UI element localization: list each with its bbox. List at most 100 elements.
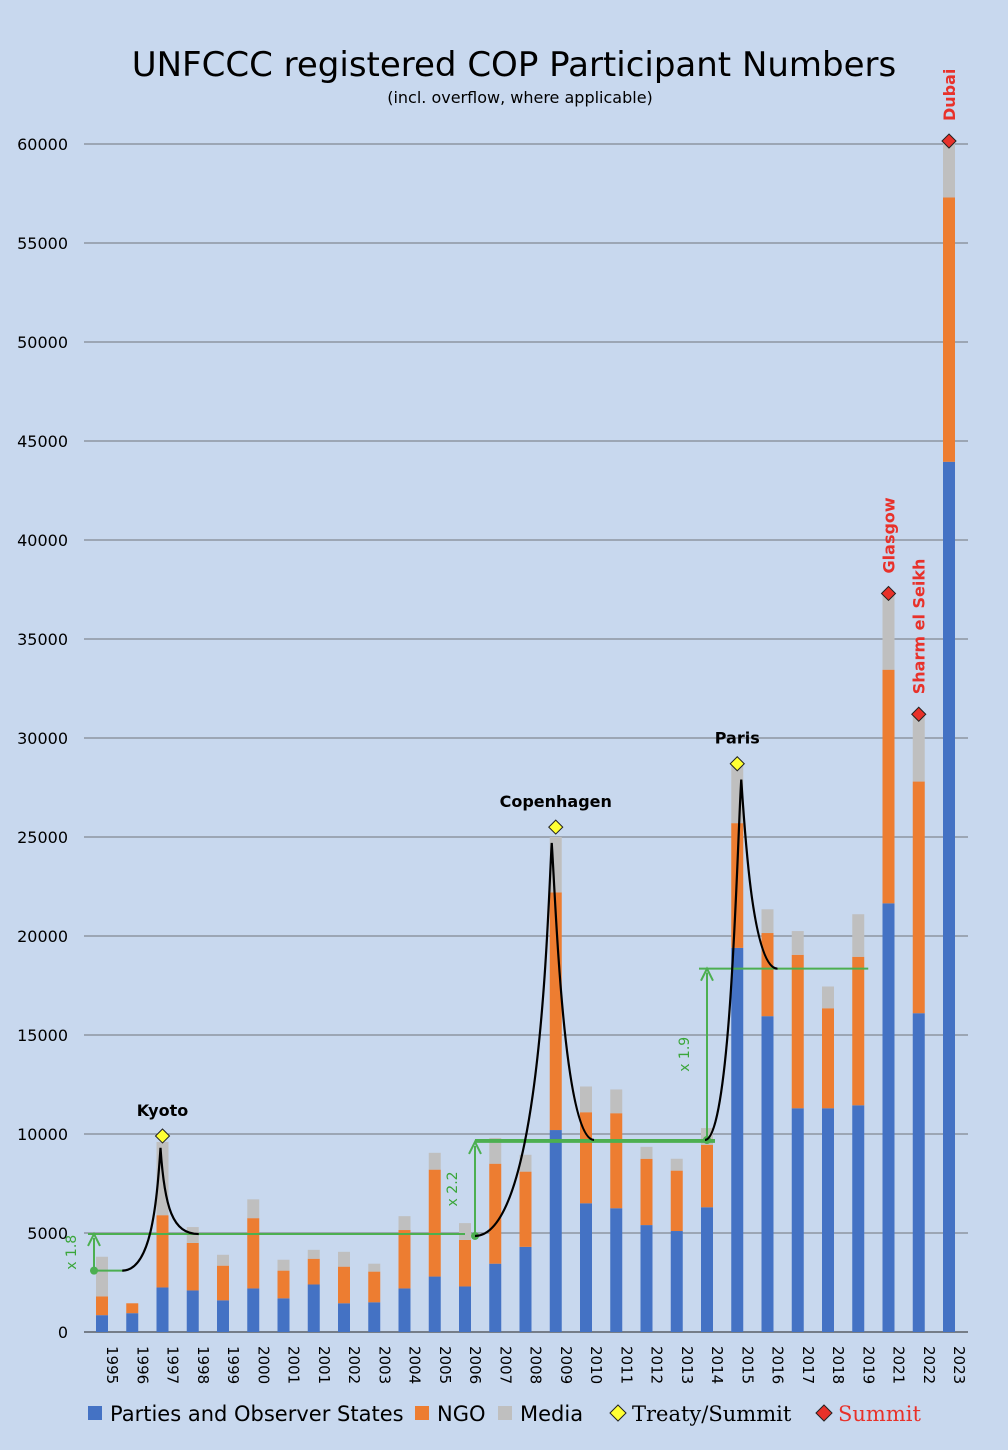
x-tick-label: 2018 [829, 1346, 847, 1384]
bar-segment-media [428, 1152, 441, 1170]
bar-segment-ngo [277, 1270, 290, 1299]
bar-segment-parties [186, 1290, 199, 1332]
growth-arrowhead [87, 1231, 101, 1247]
legend-label: Summit [838, 1402, 921, 1426]
bar-segment-parties [96, 1315, 108, 1332]
growth-multiplier-label: x 1.9 [677, 1037, 693, 1072]
y-tick-label: 30000 [17, 729, 68, 748]
bar-segment-parties [852, 1105, 865, 1332]
bar-segment-media [670, 1158, 683, 1171]
bar-segment-media [398, 1216, 411, 1231]
y-tick-label: 35000 [17, 630, 68, 649]
y-tick-label: 60000 [17, 135, 68, 154]
bar-segment-media [822, 986, 834, 1009]
bar-segment-ngo [822, 1008, 834, 1109]
x-tick-label: 2015 [738, 1346, 756, 1384]
bar-segment-ngo [489, 1163, 502, 1264]
legend-label: Media [520, 1402, 583, 1426]
growth-point [90, 1266, 98, 1275]
bar-segment-ngo [852, 956, 865, 1106]
bar-segment-parties [882, 903, 895, 1332]
bar-segment-ngo [580, 1112, 592, 1204]
x-tick-label: 2013 [678, 1346, 696, 1384]
treaty-summit-label: Copenhagen [500, 792, 612, 811]
bars [96, 140, 955, 1332]
y-tick-label: 45000 [17, 432, 68, 451]
bar-segment-parties [126, 1313, 139, 1332]
bar-segment-parties [670, 1231, 683, 1332]
y-tick-label: 40000 [17, 531, 68, 550]
bar-segment-parties [549, 1130, 562, 1332]
x-tick-label: 2021 [890, 1346, 908, 1384]
bar-segment-parties [459, 1286, 471, 1332]
x-tick-label: 2012 [648, 1346, 666, 1384]
legend-swatch [815, 1404, 833, 1422]
x-tick-label: 1996 [133, 1346, 151, 1384]
bar-segment-ngo [398, 1230, 411, 1289]
bar-segment-media [459, 1223, 471, 1240]
x-tick-label: 2008 [527, 1346, 545, 1384]
peak-curve [122, 1147, 199, 1272]
x-tick-label: 2022 [920, 1346, 938, 1384]
x-tick-label: 2010 [587, 1346, 605, 1384]
x-tick-label: 2005 [436, 1346, 454, 1384]
x-tick-label: 1998 [194, 1346, 212, 1384]
x-tick-label: 2003 [375, 1346, 393, 1384]
bar-segment-ngo [943, 197, 955, 462]
x-tick-label: 2004 [406, 1346, 424, 1384]
bar-segment-media [519, 1154, 532, 1172]
gridlines: 0 5000 10000 15000 20000 25000 30000 35000 40000… [17, 135, 968, 1342]
bar-segment-parties [428, 1276, 441, 1332]
summit-marker [880, 585, 897, 602]
chart-title: UNFCCC registered COP Participant Number… [132, 45, 897, 85]
x-axis: 1995 1996 1997 1998 1999 2000 2001 2001 2002 2003… [103, 1346, 968, 1384]
x-tick-label: 2001 [285, 1346, 303, 1384]
x-tick-label: 2000 [254, 1346, 272, 1384]
bar-segment-media [247, 1199, 260, 1219]
legend: Parties and Observer States NGO Media Treat… [88, 1402, 921, 1426]
bar-segment-ngo [640, 1158, 653, 1226]
bar-segment-ngo [247, 1218, 260, 1289]
bar-segment-parties [701, 1207, 713, 1332]
bar-segment-parties [580, 1203, 592, 1332]
bar-segment-media [761, 909, 774, 934]
bar-segment-ngo [428, 1169, 441, 1277]
x-tick-label: 2023 [950, 1346, 968, 1384]
bar-segment-parties [822, 1108, 834, 1332]
bar-segment-parties [398, 1288, 411, 1332]
bar-segment-ngo [670, 1170, 683, 1232]
bar-segment-ngo [912, 781, 925, 1014]
y-tick-label: 10000 [17, 1125, 68, 1144]
bar-segment-ngo [186, 1242, 199, 1291]
x-tick-label: 1995 [103, 1346, 121, 1384]
bar-segment-parties [217, 1300, 229, 1332]
bar-segment-media [852, 914, 865, 957]
bar-segment-parties [519, 1246, 532, 1332]
x-tick-label: 2017 [799, 1346, 817, 1384]
treaty-summit-marker [548, 819, 564, 835]
bar-segment-media [368, 1263, 381, 1272]
x-tick-label: 2019 [859, 1346, 877, 1384]
treaty-summit-label: Paris [715, 729, 760, 748]
summit-label: Sharm el Seikh [910, 559, 929, 695]
bar-segment-parties [247, 1288, 260, 1332]
bar-segment-ngo [701, 1144, 713, 1208]
growth-arrowhead [700, 966, 714, 982]
bar-segment-parties [368, 1302, 381, 1332]
bar-segment-ngo [519, 1171, 532, 1247]
x-tick-label: 2014 [708, 1346, 726, 1384]
growth-multiplier-label: x 2.2 [445, 1171, 461, 1206]
legend-label: Treaty/Summit [632, 1402, 792, 1426]
bar-segment-parties [610, 1208, 623, 1332]
y-tick-label: 5000 [27, 1224, 68, 1243]
x-tick-label: 2002 [345, 1346, 363, 1384]
bar-segment-media [277, 1259, 290, 1271]
legend-swatch [498, 1406, 512, 1420]
x-tick-label: 2011 [617, 1346, 635, 1384]
y-tick-label: 20000 [17, 927, 68, 946]
bar-segment-media [489, 1137, 502, 1164]
bar-segment-parties [277, 1298, 290, 1332]
bar-segment-media [791, 931, 804, 955]
